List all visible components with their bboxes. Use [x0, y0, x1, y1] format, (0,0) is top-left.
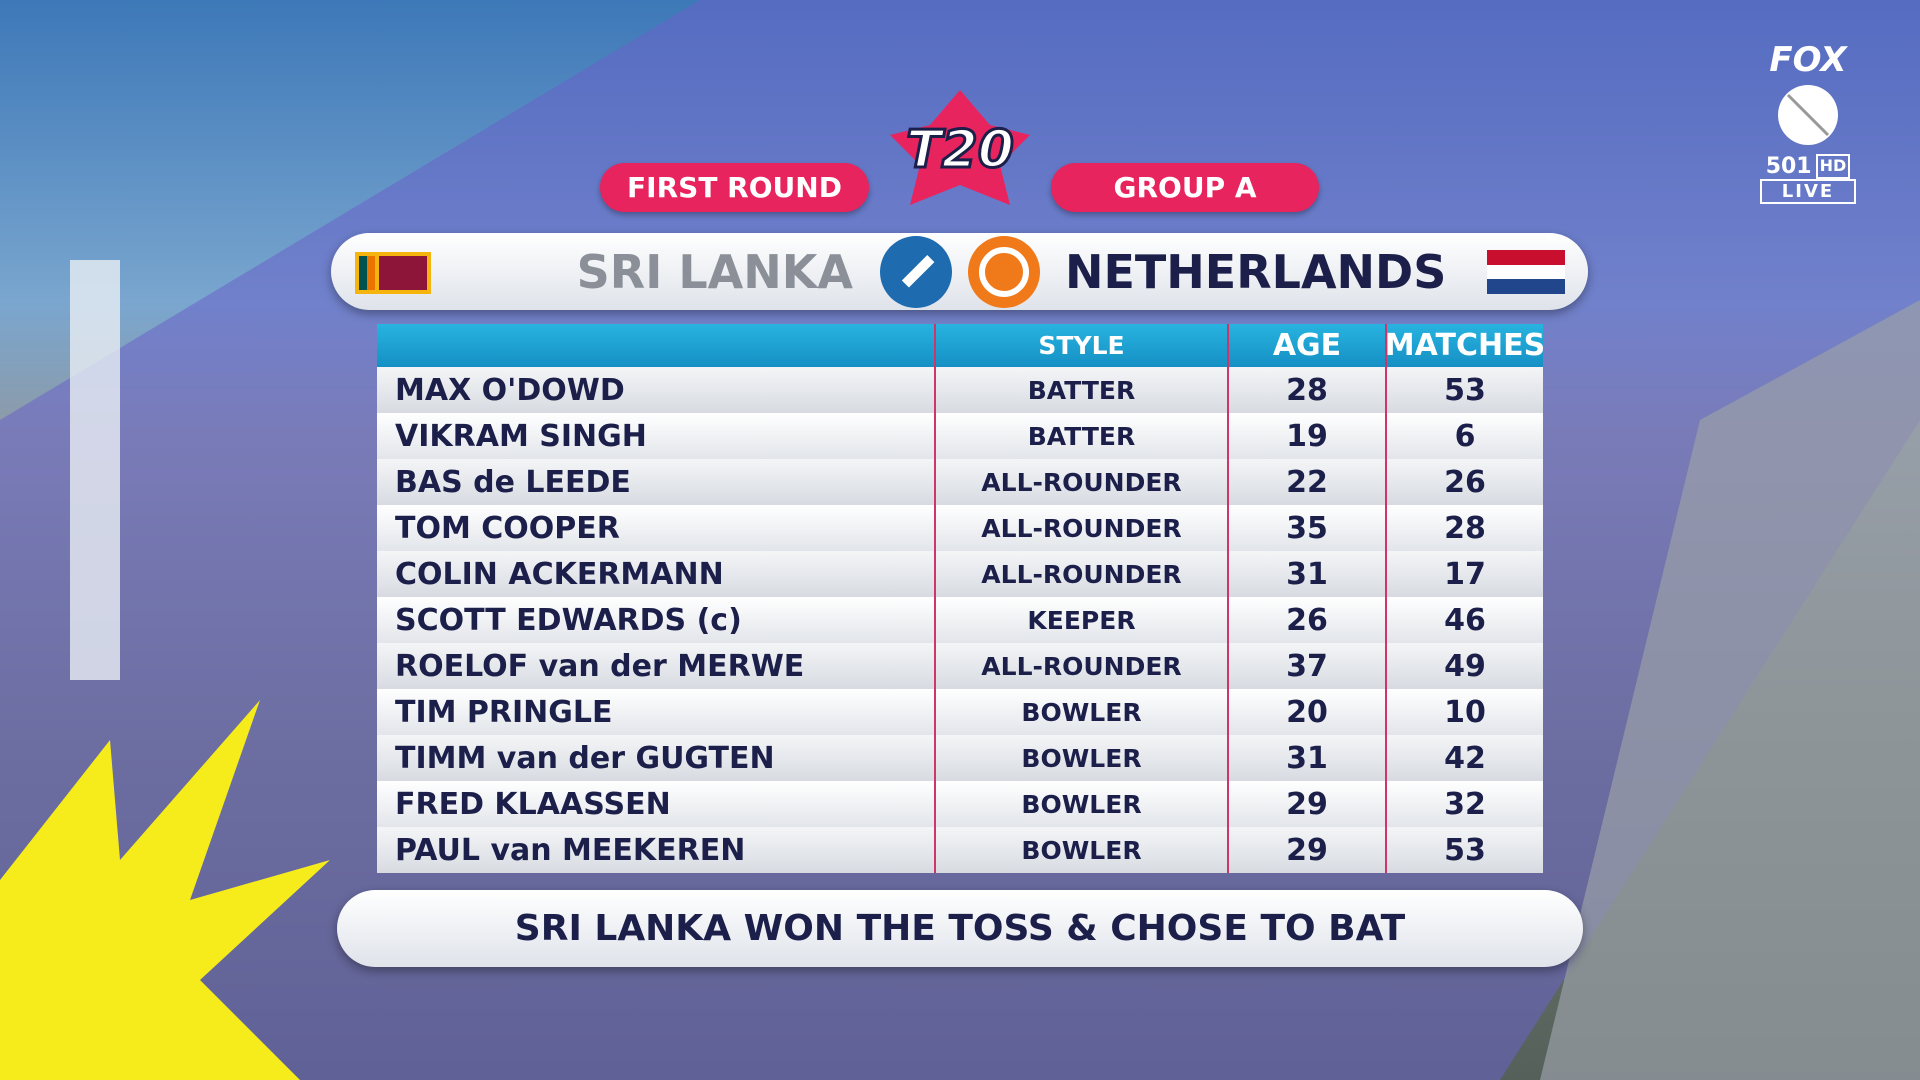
group-pill: GROUP A: [1051, 163, 1319, 212]
player-matches: 32: [1385, 781, 1543, 827]
player-name: PAUL van MEEKEREN: [395, 832, 746, 868]
player-style: ALL-ROUNDER: [934, 459, 1227, 505]
player-style: ALL-ROUNDER: [934, 505, 1227, 551]
table-header: STYLE AGE MATCHES: [377, 324, 1545, 367]
table-body: MAX O'DOWD BATTER 28 53 VIKRAM SINGH BATTER 19…: [377, 367, 1543, 873]
player-name: TIM PRINGLE: [395, 694, 613, 730]
player-matches: 46: [1385, 597, 1543, 643]
live-badge: LIVE: [1760, 179, 1856, 204]
player-matches: 42: [1385, 735, 1543, 781]
player-row: FRED KLAASSEN BOWLER 29 32: [377, 781, 1543, 827]
player-style: BOWLER: [934, 827, 1227, 873]
player-name: SCOTT EDWARDS (c): [395, 602, 742, 638]
player-name: VIKRAM SINGH: [395, 418, 647, 454]
stage-pill: FIRST ROUND: [600, 163, 869, 212]
player-name: TOM COOPER: [395, 510, 620, 546]
player-style: BOWLER: [934, 781, 1227, 827]
player-style: BOWLER: [934, 735, 1227, 781]
player-row: MAX O'DOWD BATTER 28 53: [377, 367, 1543, 413]
logo-text: T20: [906, 120, 1014, 180]
player-matches: 6: [1385, 413, 1543, 459]
player-matches: 53: [1385, 827, 1543, 873]
player-age: 26: [1227, 597, 1385, 643]
team-icons: [880, 236, 1040, 308]
player-name: TIMM van der GUGTEN: [395, 740, 775, 776]
channel-quality: HD: [1815, 154, 1851, 179]
player-row: ROELOF van der MERWE ALL-ROUNDER 37 49: [377, 643, 1543, 689]
player-style: BOWLER: [934, 689, 1227, 735]
player-name: BAS de LEEDE: [395, 464, 631, 500]
toss-result: SRI LANKA WON THE TOSS & CHOSE TO BAT: [337, 890, 1583, 967]
player-age: 28: [1227, 367, 1385, 413]
sri-lanka-flag: [355, 252, 431, 294]
player-row: COLIN ACKERMANN ALL-ROUNDER 31 17: [377, 551, 1543, 597]
player-age: 22: [1227, 459, 1385, 505]
header-cell: MATCHES: [1385, 324, 1545, 367]
netherlands-flag: [1487, 250, 1565, 294]
channel-brand: FOX: [1769, 40, 1847, 80]
player-age: 35: [1227, 505, 1385, 551]
player-age: 29: [1227, 827, 1385, 873]
channel-logo: FOX 501 HD LIVE: [1760, 40, 1856, 204]
player-row: TIMM van der GUGTEN BOWLER 31 42: [377, 735, 1543, 781]
player-matches: 53: [1385, 367, 1543, 413]
home-team: SRI LANKA: [576, 245, 853, 299]
player-row: TIM PRINGLE BOWLER 20 10: [377, 689, 1543, 735]
away-team: NETHERLANDS: [1065, 245, 1447, 299]
player-style: BATTER: [934, 413, 1227, 459]
player-style: KEEPER: [934, 597, 1227, 643]
header-cell: [377, 324, 934, 367]
player-matches: 49: [1385, 643, 1543, 689]
player-age: 31: [1227, 551, 1385, 597]
player-row: BAS de LEEDE ALL-ROUNDER 22 26: [377, 459, 1543, 505]
player-age: 19: [1227, 413, 1385, 459]
player-name: ROELOF van der MERWE: [395, 648, 805, 684]
squad-table: STYLE AGE MATCHES MAX O'DOWD BATTER 28 53 VI…: [377, 324, 1545, 873]
player-matches: 26: [1385, 459, 1543, 505]
player-matches: 10: [1385, 689, 1543, 735]
header-cell: AGE: [1227, 324, 1385, 367]
channel-number: 501: [1765, 154, 1812, 179]
tournament-logo: T20: [890, 90, 1030, 205]
player-style: ALL-ROUNDER: [934, 551, 1227, 597]
player-row: VIKRAM SINGH BATTER 19 6: [377, 413, 1543, 459]
player-row: PAUL van MEEKEREN BOWLER 29 53: [377, 827, 1543, 873]
player-age: 31: [1227, 735, 1385, 781]
player-age: 29: [1227, 781, 1385, 827]
team-bar: [331, 233, 1588, 310]
player-age: 20: [1227, 689, 1385, 735]
player-age: 37: [1227, 643, 1385, 689]
player-name: COLIN ACKERMANN: [395, 556, 724, 592]
player-style: ALL-ROUNDER: [934, 643, 1227, 689]
ball-icon: [1778, 85, 1838, 145]
player-row: TOM COOPER ALL-ROUNDER 35 28: [377, 505, 1543, 551]
player-style: BATTER: [934, 367, 1227, 413]
player-name: MAX O'DOWD: [395, 372, 625, 408]
player-row: SCOTT EDWARDS (c) KEEPER 26 46: [377, 597, 1543, 643]
player-matches: 28: [1385, 505, 1543, 551]
player-name: FRED KLAASSEN: [395, 786, 671, 822]
header-cell: STYLE: [934, 324, 1227, 367]
player-matches: 17: [1385, 551, 1543, 597]
